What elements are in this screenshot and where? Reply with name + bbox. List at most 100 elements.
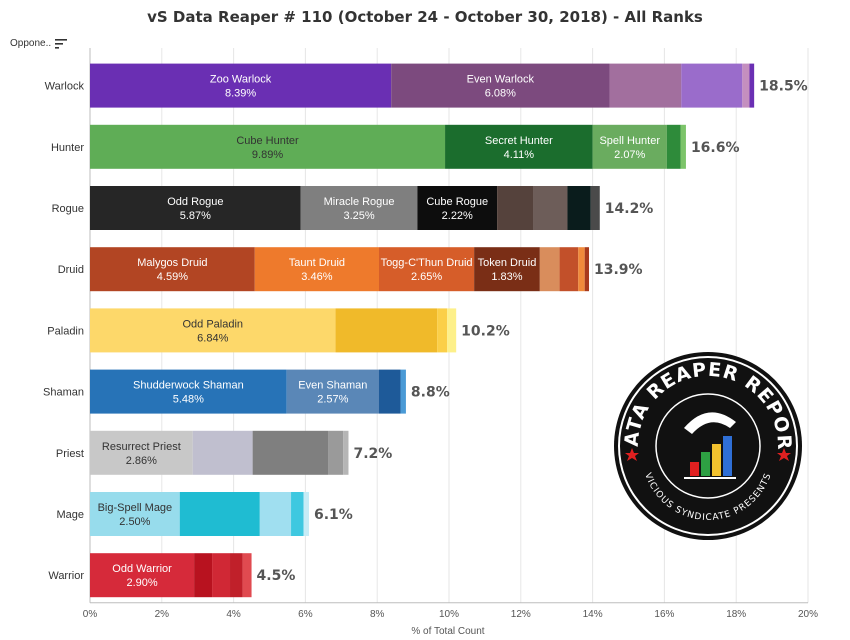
star-icon — [625, 448, 639, 461]
category-label: Druid — [58, 264, 84, 276]
bar-group-rogue[interactable]: Rogue Odd Rogue 5.87% Miracle Rogue 3.25% Cub… — [52, 186, 654, 230]
x-tick-label: 4% — [226, 609, 241, 620]
x-tick-label: 18% — [726, 609, 746, 620]
x-tick-label: 10% — [439, 609, 459, 620]
segment-value-label: 3.25% — [343, 210, 374, 222]
segment-name-label: Even Shaman — [298, 380, 367, 392]
bar-segment[interactable] — [252, 430, 329, 475]
bar-segment[interactable] — [681, 63, 743, 108]
segment-name-label: Odd Rogue — [167, 196, 223, 208]
bar-segment[interactable] — [391, 63, 610, 108]
bar-group-mage[interactable]: Mage Big-Spell Mage 2.50% 6.1% — [56, 492, 353, 536]
bar-segment[interactable] — [666, 124, 681, 169]
bar-segment[interactable] — [90, 247, 255, 292]
x-axis-title: % of Total Count — [411, 626, 484, 637]
bar-group-warlock[interactable]: Warlock Zoo Warlock 8.39% Even Warlock 6.08%… — [45, 63, 808, 108]
bar-segment[interactable] — [609, 63, 682, 108]
bar-segment[interactable] — [230, 553, 243, 598]
segment-value-label: 1.83% — [491, 271, 522, 283]
bar-total-label: 13.9% — [594, 262, 643, 278]
bar-segment[interactable] — [559, 247, 579, 292]
sort-descending-icon[interactable] — [55, 38, 68, 49]
segment-value-label: 2.86% — [126, 455, 157, 467]
bar-segment[interactable] — [328, 430, 344, 475]
category-label: Warlock — [45, 81, 85, 93]
bar-segment[interactable] — [254, 247, 379, 292]
bar-segment[interactable] — [90, 186, 301, 230]
segment-value-label: 9.89% — [252, 149, 283, 161]
segment-name-label: Token Druid — [478, 257, 537, 269]
bar-segment[interactable] — [474, 247, 540, 292]
category-label: Warrior — [48, 570, 84, 582]
bar-segment[interactable] — [592, 124, 667, 169]
category-label: Rogue — [52, 203, 84, 215]
category-label: Paladin — [47, 325, 84, 337]
bar-group-paladin[interactable]: Paladin Odd Paladin 6.84% 10.2% — [47, 308, 510, 353]
opponent-filter[interactable]: Oppone.. — [10, 38, 68, 49]
segment-name-label: Cube Hunter — [236, 135, 299, 147]
segment-value-label: 4.59% — [157, 271, 188, 283]
bar-segment[interactable] — [192, 430, 253, 475]
bar-segment[interactable] — [343, 430, 349, 475]
bar-segment[interactable] — [90, 308, 336, 353]
segment-value-label: 2.65% — [411, 271, 442, 283]
bar-segment[interactable] — [242, 553, 252, 598]
filter-label: Oppone.. — [10, 38, 52, 49]
bar-segment[interactable] — [539, 247, 560, 292]
segment-value-label: 8.39% — [225, 88, 256, 100]
bar-segment[interactable] — [378, 247, 475, 292]
bar-segment[interactable] — [286, 369, 379, 414]
bar-total-label: 4.5% — [257, 568, 296, 584]
bar-segment[interactable] — [742, 63, 750, 108]
bar-total-label: 10.2% — [461, 323, 510, 339]
bar-segment[interactable] — [291, 492, 304, 536]
bar-segment[interactable] — [378, 369, 401, 414]
bar-group-warrior[interactable]: Warrior Odd Warrior 2.90% 4.5% — [48, 553, 296, 598]
bar-segment[interactable] — [447, 308, 457, 353]
segment-value-label: 2.07% — [614, 149, 645, 161]
bar-segment[interactable] — [212, 553, 231, 598]
bar-segment[interactable] — [400, 369, 406, 414]
bar-segment[interactable] — [179, 492, 260, 536]
bar-segment[interactable] — [578, 247, 585, 292]
bar-segment[interactable] — [90, 124, 446, 169]
bar-segment[interactable] — [90, 492, 180, 536]
bar-segment[interactable] — [303, 492, 309, 536]
bar-segment[interactable] — [90, 430, 193, 475]
x-tick-label: 20% — [798, 609, 818, 620]
bar-segment[interactable] — [90, 369, 287, 414]
segment-name-label: Odd Warrior — [112, 563, 172, 575]
bar-group-druid[interactable]: Druid Malygos Druid 4.59% Taunt Druid 3.46% T… — [58, 247, 643, 292]
bar-segment[interactable] — [259, 492, 292, 536]
bar-segment[interactable] — [194, 553, 213, 598]
bar-segment[interactable] — [417, 186, 498, 230]
bar-segment[interactable] — [567, 186, 591, 230]
bar-group-hunter[interactable]: Hunter Cube Hunter 9.89% Secret Hunter 4.11%… — [51, 124, 740, 169]
segment-value-label: 2.50% — [119, 516, 150, 528]
chart-title: vS Data Reaper # 110 (October 24 - Octob… — [147, 8, 703, 26]
bar-segment[interactable] — [90, 63, 392, 108]
bar-segment[interactable] — [437, 308, 448, 353]
bar-segment[interactable] — [90, 553, 195, 598]
x-tick-label: 6% — [298, 609, 313, 620]
segment-value-label: 6.84% — [197, 332, 228, 344]
x-tick-label: 0% — [83, 609, 98, 620]
bar-segment[interactable] — [749, 63, 755, 108]
bar-segment[interactable] — [335, 308, 438, 353]
bar-segment[interactable] — [497, 186, 534, 230]
bar-segment[interactable] — [300, 186, 418, 230]
bar-total-label: 18.5% — [759, 79, 808, 95]
bar-segment[interactable] — [680, 124, 686, 169]
segment-name-label: Even Warlock — [467, 74, 535, 86]
bar-group-shaman[interactable]: Shaman Shudderwock Shaman 5.48% Even Shaman… — [43, 369, 450, 414]
segment-value-label: 2.57% — [317, 394, 348, 406]
bar-group-priest[interactable]: Priest Resurrect Priest 2.86% 7.2% — [56, 430, 392, 475]
segment-name-label: Taunt Druid — [289, 257, 345, 269]
segment-name-label: Miracle Rogue — [324, 196, 395, 208]
bar-segment[interactable] — [584, 247, 590, 292]
bar-segment[interactable] — [590, 186, 600, 230]
bar-segment[interactable] — [445, 124, 593, 169]
data-reaper-report-badge: DATA REAPER REPORT VICIOUS SYNDICATE PRE… — [612, 350, 802, 540]
bar-segment[interactable] — [533, 186, 568, 230]
